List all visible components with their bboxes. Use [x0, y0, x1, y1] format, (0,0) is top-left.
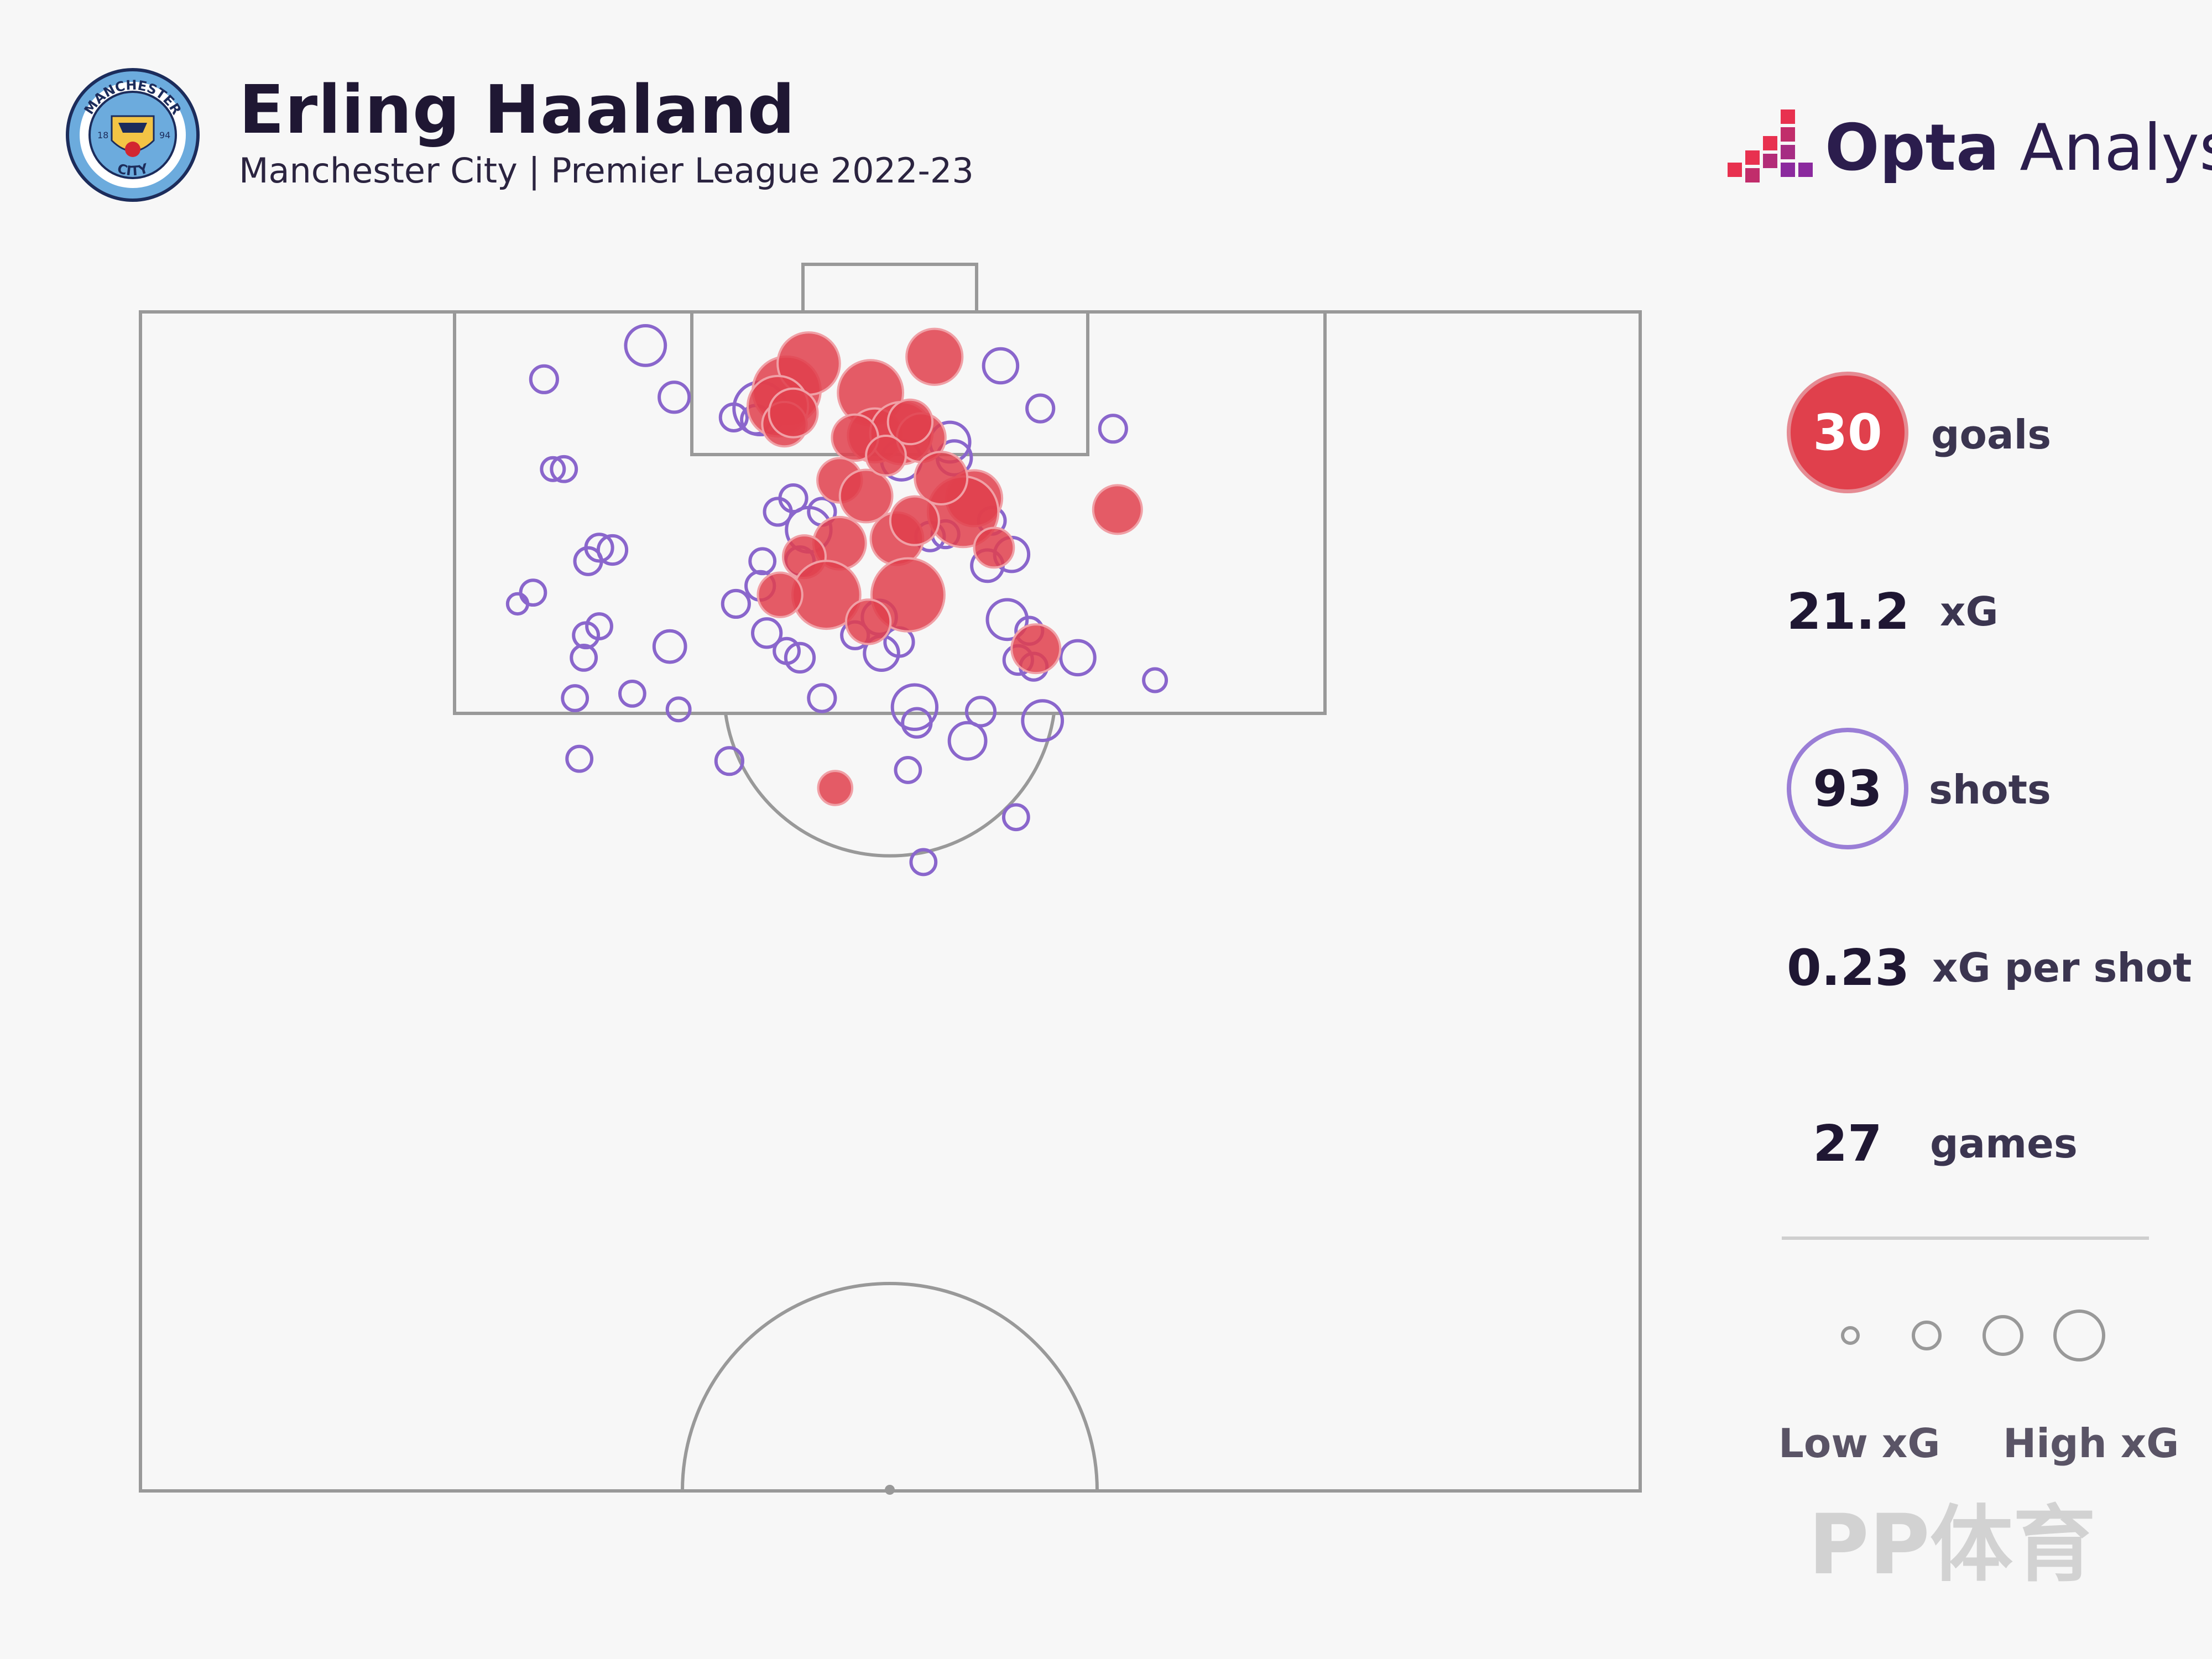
goal-point-27	[914, 451, 969, 505]
shot-point-52	[807, 683, 837, 713]
centre-spot	[885, 1485, 895, 1495]
shot-point-50	[618, 679, 646, 708]
brand-analyst: Analyst	[2020, 111, 2212, 185]
shot-point-31	[721, 588, 751, 619]
shot-point-60	[894, 756, 922, 784]
shot-point-8	[1098, 414, 1128, 444]
goals-layer	[746, 327, 1143, 806]
games-label: games	[1930, 1120, 2078, 1167]
goal-point-13	[1092, 484, 1143, 535]
xg-per-shot-label: xG per shot	[1932, 945, 2192, 991]
shot-point-51	[665, 696, 692, 723]
opta-logo-icon	[1728, 109, 1813, 182]
xg-value: 21.2	[1787, 583, 1910, 641]
goal-point-5	[905, 327, 964, 386]
games-value: 27	[1813, 1115, 1882, 1173]
shot-point-54	[901, 707, 933, 739]
legend-low-xg: Low xG	[1778, 1420, 1940, 1467]
centre-circle	[681, 1282, 1099, 1491]
goal-point-28	[889, 495, 940, 546]
goal-point-22	[1010, 623, 1062, 675]
player-subtitle: Manchester City | Premier League 2022-23	[239, 150, 974, 191]
crest-year-left: 18	[97, 130, 108, 140]
svg-text:CITY: CITY	[116, 160, 150, 179]
goal-point-21	[844, 598, 892, 645]
legend-circle-0	[1841, 1326, 1860, 1345]
xg-size-legend	[1841, 1310, 2105, 1361]
legend-circle-3	[2053, 1310, 2105, 1361]
shot-point-12	[540, 456, 566, 482]
goal-point-17	[973, 526, 1015, 569]
legend-circle-2	[1983, 1315, 2023, 1356]
shot-point-38	[652, 629, 687, 664]
shot-point-56	[1021, 699, 1065, 742]
legend-circle-1	[1912, 1321, 1942, 1350]
shot-point-48	[1142, 667, 1168, 693]
manchester-city-crest: MANCHESTER CITY 18 94	[66, 68, 200, 202]
brand-opta: Opta	[1825, 111, 2000, 185]
shots-label: shots	[1929, 766, 2051, 813]
shot-point-29	[505, 592, 530, 616]
xg-per-shot-value: 0.23	[1787, 939, 1910, 997]
shot-point-40	[784, 641, 816, 674]
shot-point-55	[964, 696, 997, 728]
opta-analyst-logo: Opta Analyst	[1720, 105, 2212, 194]
shot-point-33	[572, 621, 601, 650]
shot-point-13	[550, 455, 578, 483]
shot-point-25	[748, 547, 777, 576]
shot-point-57	[947, 721, 988, 761]
shot-point-34	[751, 617, 783, 649]
xg-label: xG	[1940, 588, 1999, 635]
shot-point-6	[982, 347, 1020, 385]
goals-badge: 30	[1787, 372, 1908, 493]
goal-point-10	[838, 468, 894, 524]
stats-divider	[1782, 1237, 2149, 1240]
goal-point-29	[768, 387, 819, 439]
shot-point-2	[658, 380, 691, 414]
pp-sports-watermark: PP体育	[1808, 1497, 2096, 1590]
shot-point-1	[529, 364, 559, 394]
shot-point-49	[561, 684, 589, 712]
shot-point-58	[565, 744, 594, 773]
goals-label: goals	[1931, 411, 2052, 458]
shots-badge: 93	[1787, 728, 1908, 849]
player-name: Erling Haaland	[239, 72, 796, 149]
shot-point-53	[890, 683, 939, 731]
shot-point-35	[985, 598, 1029, 641]
crest-year-right: 94	[159, 130, 170, 140]
watermark-text: PP体育	[1808, 1497, 2096, 1590]
shot-point-28	[519, 578, 547, 607]
shot-point-0	[624, 324, 667, 367]
shot-point-24	[573, 546, 603, 576]
goal-point-20	[757, 571, 804, 618]
goal-point-26	[865, 435, 907, 477]
shot-point-23	[596, 534, 629, 566]
shot-point-47	[1059, 639, 1097, 677]
legend-high-xg: High xG	[2003, 1420, 2179, 1467]
shot-point-37	[570, 643, 598, 672]
shot-point-15	[763, 497, 793, 527]
crest-text-bottom: CITY	[116, 160, 150, 179]
goal-point-23	[817, 770, 854, 806]
shot-point-7	[1025, 393, 1056, 424]
goal-point-25	[886, 398, 934, 446]
shot-point-62	[909, 848, 938, 877]
penalty-arc	[724, 713, 1056, 858]
shot-point-59	[714, 746, 744, 776]
shot-point-61	[1001, 803, 1030, 832]
goal	[801, 263, 978, 314]
